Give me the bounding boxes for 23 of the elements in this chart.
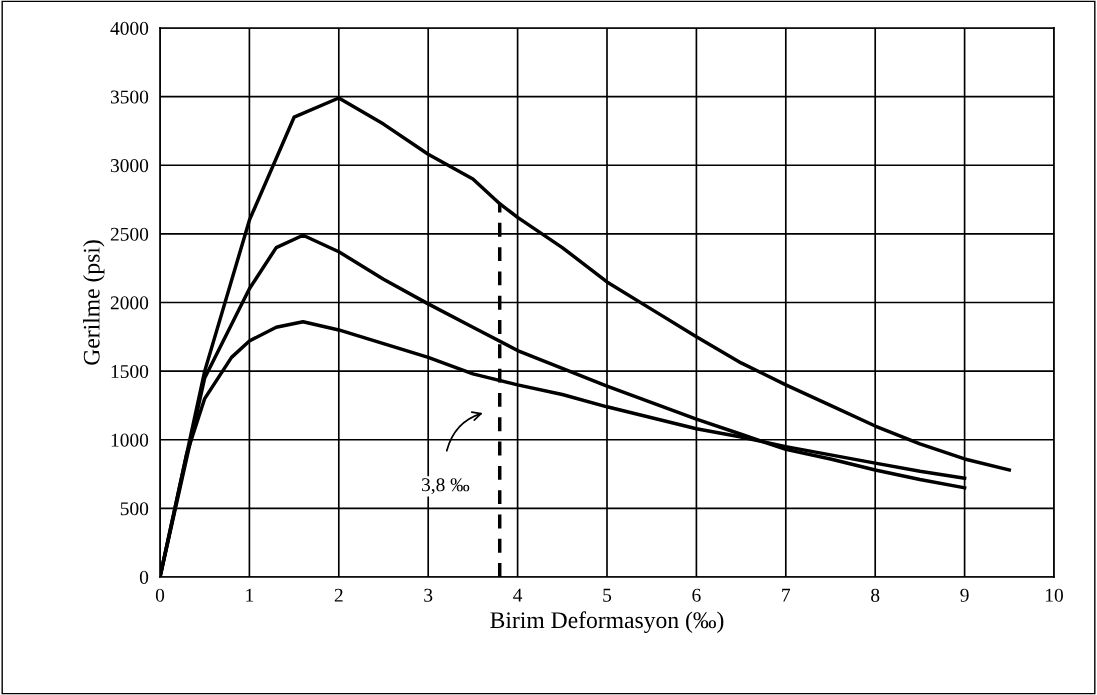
x-tick-label: 2	[334, 588, 343, 602]
x-tick-label: 4	[513, 588, 523, 602]
x-tick-label: 1	[246, 588, 254, 602]
y-axis-title: Gerilme (psi)	[83, 240, 105, 365]
x-tick-label: 6	[692, 588, 701, 602]
x-tick-label: 3	[424, 588, 433, 602]
y-tick-label: 2500	[110, 227, 149, 241]
x-tick-label: 5	[603, 588, 612, 602]
x-tick-label: 0	[155, 588, 165, 602]
y-tick-label: 500	[120, 502, 149, 516]
y-tick-label: 0	[139, 570, 149, 584]
x-tick-label: 9	[960, 588, 969, 602]
y-tick-label: 1500	[111, 364, 149, 379]
y-tick-label: 3500	[110, 90, 149, 104]
y-tick-label: 3000	[110, 159, 149, 173]
x-axis-title: Birim Deformasyon (‰)	[490, 611, 724, 634]
y-tick-label: 2000	[110, 296, 149, 310]
x-tick-label: 7	[782, 588, 791, 602]
y-tick-label: 1000	[111, 433, 149, 447]
x-tick-label: 10	[1045, 588, 1063, 602]
y-tick-label: 4000	[110, 21, 149, 35]
x-tick-label: 8	[871, 588, 880, 602]
annotation: 3,8 ‰	[421, 478, 470, 495]
